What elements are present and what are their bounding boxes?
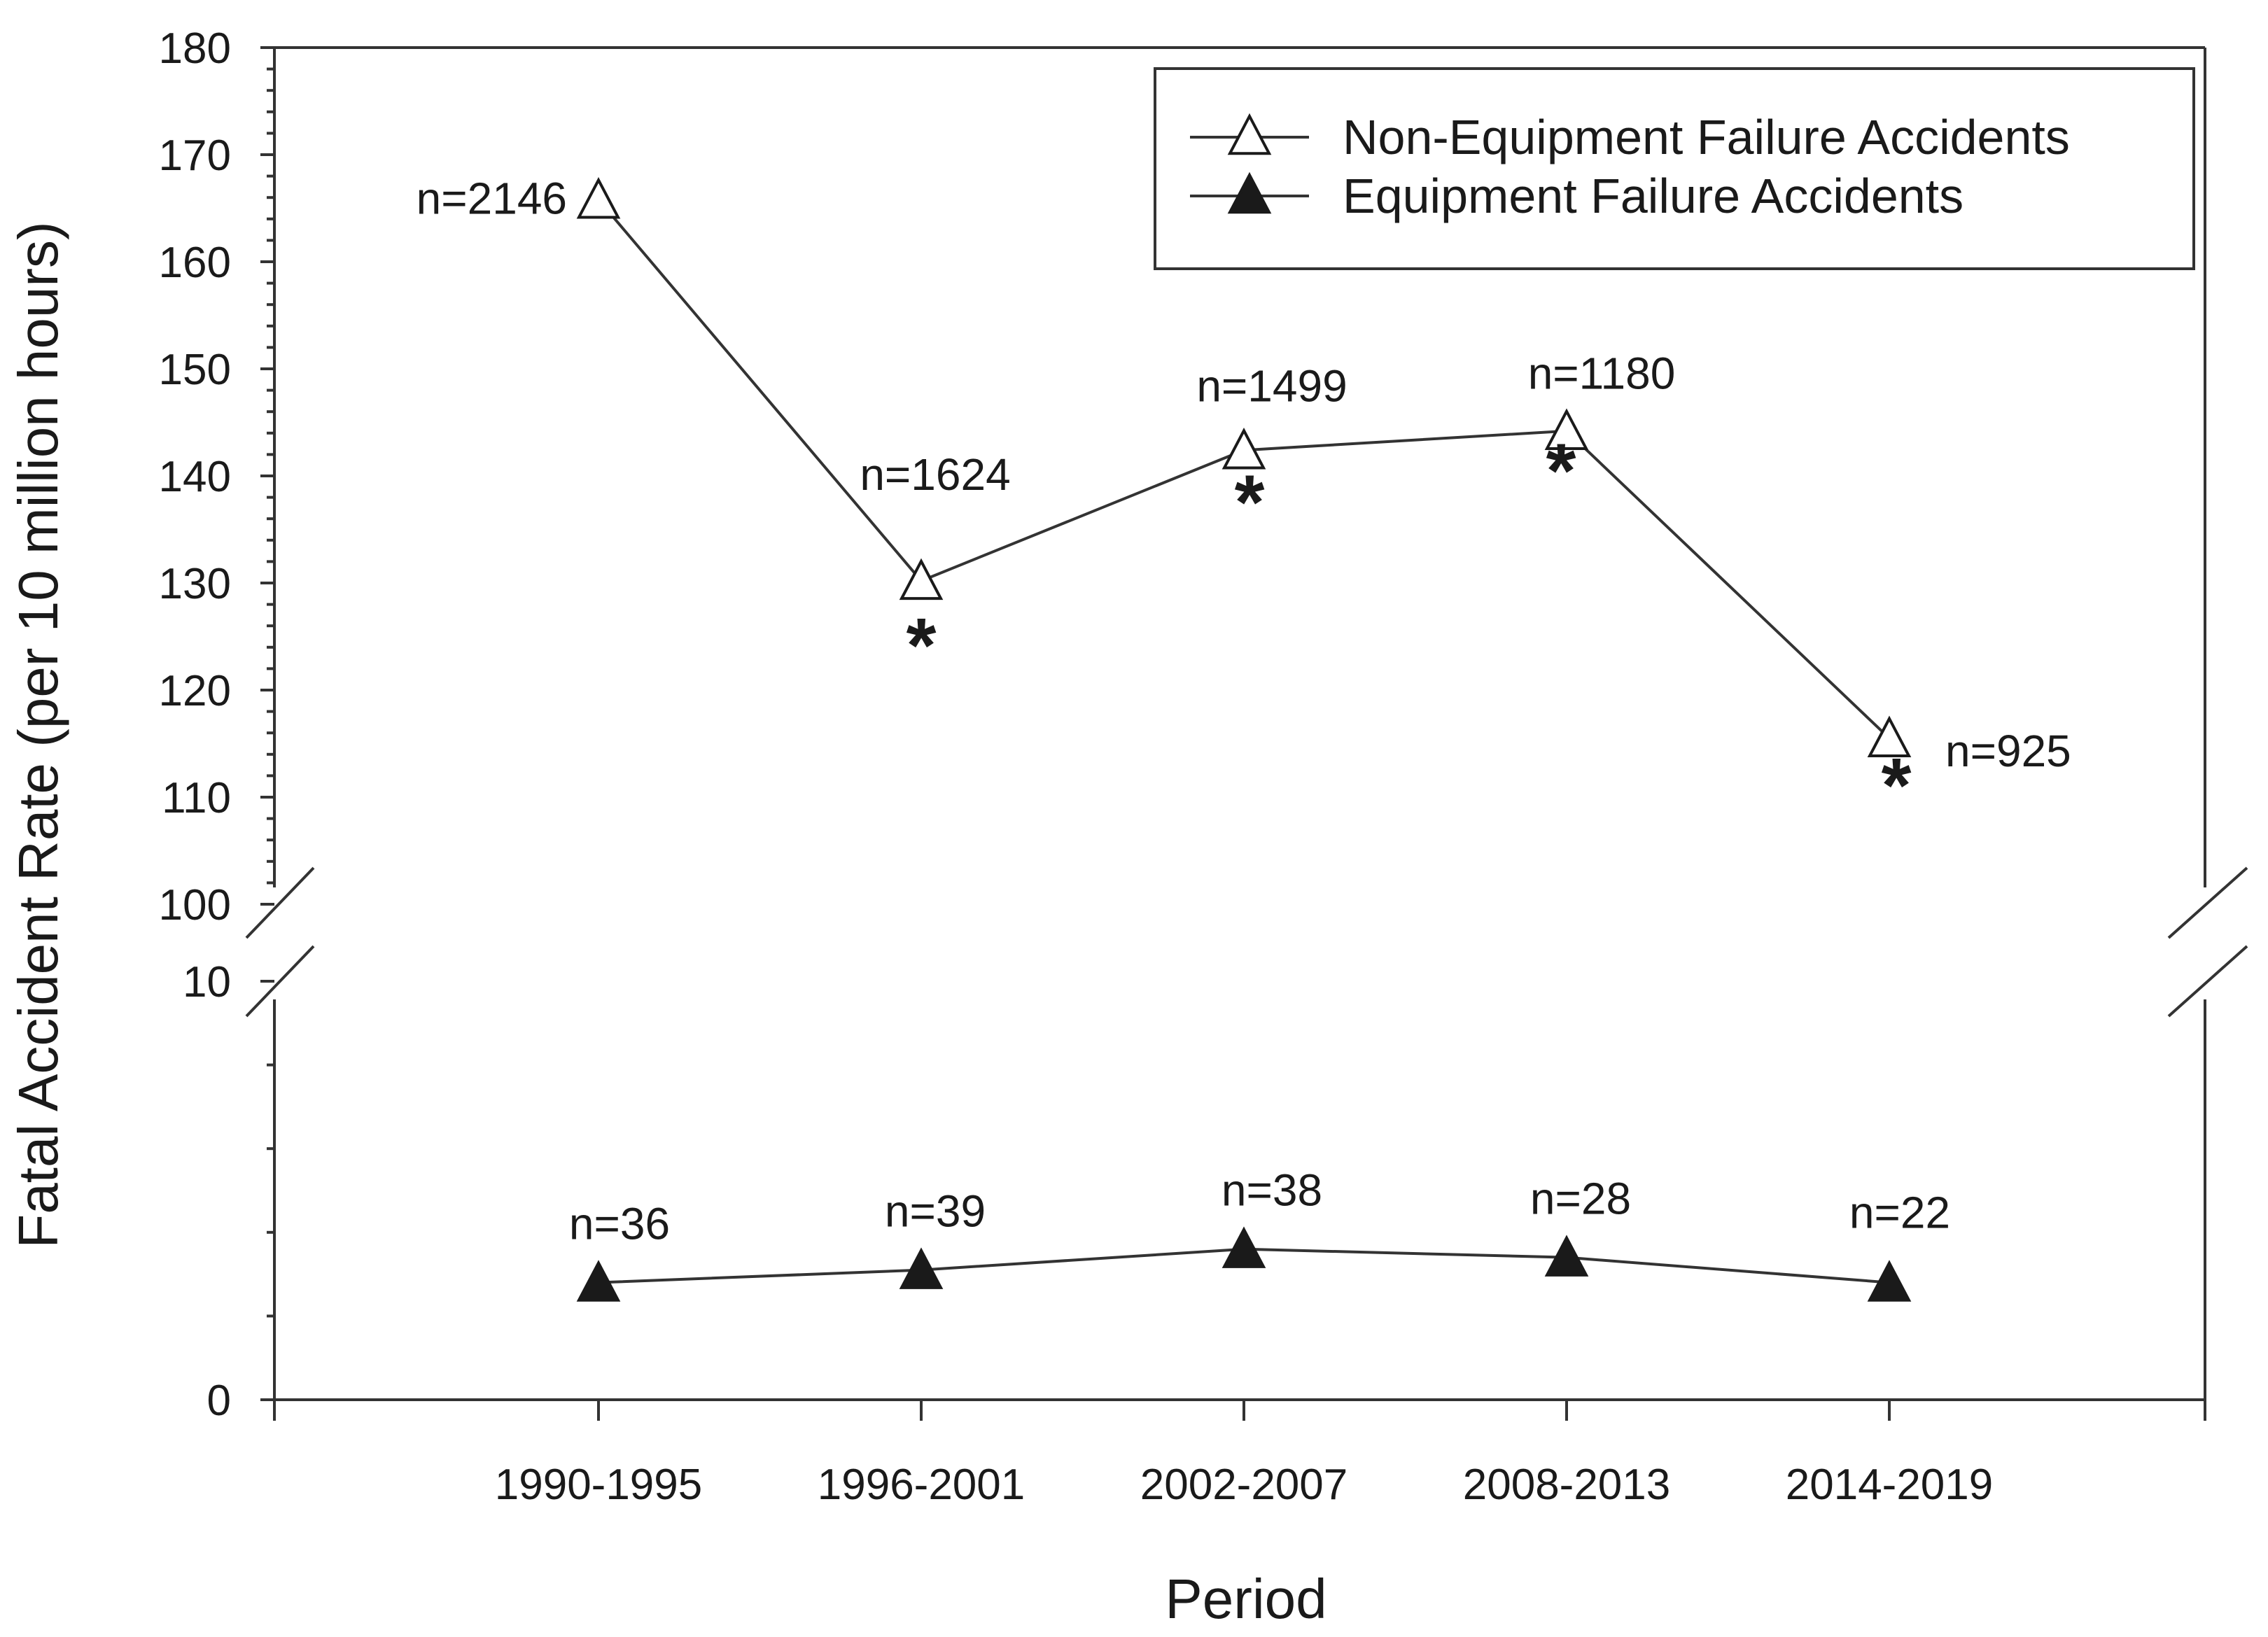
data-point-marker <box>576 176 621 219</box>
axes: 100 110 120 130 140 150 160 170 180 0 10 1990-1995 1… <box>159 24 2248 1509</box>
data-point-marker <box>899 558 944 600</box>
y-tick-label: 180 <box>159 24 231 73</box>
sample-size-label: n=925 <box>1945 726 2071 776</box>
y-axis-title: Fatal Accident Rate (per 10 million hour… <box>7 221 69 1248</box>
data-point-marker <box>1867 715 1912 758</box>
x-tick-label: 1996-2001 <box>818 1461 1026 1509</box>
legend: Non-Equipment Failure AccidentsEquipment… <box>1154 67 2195 270</box>
significance-marker: * <box>1235 459 1265 545</box>
y-tick-label: 130 <box>159 560 231 608</box>
sample-size-label: n=28 <box>1530 1174 1631 1224</box>
legend-open-triangle-icon <box>1227 113 1272 155</box>
data-point-marker <box>1222 427 1266 470</box>
data-point-marker <box>576 1260 621 1302</box>
x-tick-label: 2008-2013 <box>1463 1461 1671 1509</box>
x-axis-title: Period <box>1165 1568 1326 1630</box>
significance-marker: * <box>1546 428 1576 514</box>
legend-label: Non-Equipment Failure Accidents <box>1343 110 2070 164</box>
sample-size-label: n=1499 <box>1196 360 1347 411</box>
data-point-marker <box>1544 1235 1589 1277</box>
sample-size-label: n=1180 <box>1528 349 1676 399</box>
data-point-marker <box>1222 1226 1266 1268</box>
y-tick-label: 10 <box>183 958 231 1006</box>
sample-size-label: n=36 <box>569 1199 670 1249</box>
x-tick-label: 2002-2007 <box>1140 1461 1348 1509</box>
axis-break-mark-0 <box>245 866 315 939</box>
y-tick-label: 160 <box>159 239 231 287</box>
sample-size-label: n=39 <box>885 1186 986 1237</box>
x-tick-label: 1990-1995 <box>495 1461 703 1509</box>
y-tick-label: 0 <box>207 1377 231 1425</box>
y-tick-label: 110 <box>162 774 231 822</box>
chart-marks: n=2146 n=1624 * n=1499 * n=1180 * n=925 * n=36 n=3… <box>416 173 2071 1302</box>
data-point-marker <box>899 1247 944 1289</box>
y-tick-label: 170 <box>159 132 231 180</box>
y-tick-label: 120 <box>159 667 231 715</box>
axis-break-mark-2 <box>2167 866 2248 939</box>
significance-marker: * <box>906 603 937 689</box>
significance-marker: * <box>1882 743 1912 829</box>
axis-break-mark-3 <box>2167 945 2248 1018</box>
legend-filled-triangle-icon <box>1227 171 1272 214</box>
y-tick-label: 140 <box>159 453 231 501</box>
axis-break-mark-1 <box>245 945 315 1018</box>
data-point-marker <box>1867 1260 1912 1302</box>
sample-size-label: n=22 <box>1849 1188 1950 1238</box>
sample-size-label: n=38 <box>1222 1165 1322 1216</box>
sample-size-label: n=2146 <box>416 173 567 223</box>
legend-label: Equipment Failure Accidents <box>1343 169 1963 223</box>
y-tick-label: 150 <box>159 346 231 394</box>
y-tick-label: 100 <box>159 881 231 929</box>
x-tick-label: 2014-2019 <box>1786 1461 1994 1509</box>
legend-box <box>1154 67 2195 270</box>
data-point-marker <box>1544 408 1589 450</box>
sample-size-label: n=1624 <box>860 449 1010 500</box>
